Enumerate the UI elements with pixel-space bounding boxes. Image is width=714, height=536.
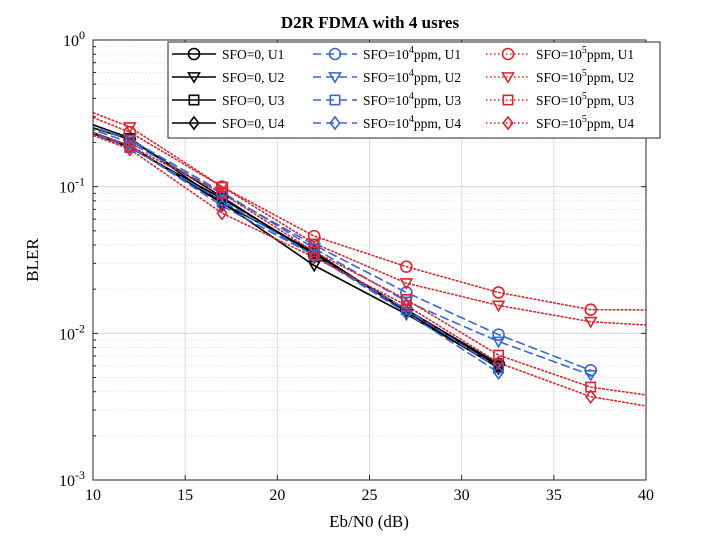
legend-entry: SFO=105ppm, U4 [536,114,634,131]
axis-ticks: 10 15 20 25 30 35 40 100 10-1 10-2 10-3 [59,28,654,504]
legend-swatch-marker [329,115,341,131]
data-point-s12 [124,141,136,157]
legend-entry: SFO=0, U3 [222,93,285,108]
data-point-s12 [308,249,320,265]
x-tick-label: 35 [546,487,562,504]
data-point-s11 [308,246,320,258]
data-point-s9 [123,125,137,139]
marker-group [122,122,598,405]
data-point-s11 [493,349,505,361]
data-point-s5 [492,328,505,341]
data-point-s6 [491,336,506,349]
data-point-s10 [399,278,414,290]
legend-swatch-marker [328,72,342,84]
legend-entry: SFO=104ppm, U3 [363,91,461,108]
series-line-10 [93,111,646,326]
series-line-2 [93,123,500,368]
data-point-s8 [492,365,505,380]
x-tick-label: 25 [362,487,378,504]
legend-entry: SFO=105ppm, U2 [536,68,634,85]
y-tick-label: 10-1 [59,175,85,197]
legend-entry: SFO=0, U2 [222,70,284,85]
legend-swatch-marker [188,115,200,131]
series-group [93,111,646,407]
data-point-s8 [308,248,320,263]
y-tick-label: 100 [63,28,85,50]
legend-entry: SFO=105ppm, U3 [536,91,634,108]
legend-entry: SFO=105ppm, U1 [536,45,634,62]
data-point-s4 [216,195,228,211]
data-point-s12 [216,205,228,221]
data-point-s8 [124,138,136,154]
series-line-11 [93,131,646,396]
data-point-s8 [216,198,228,214]
legend-swatch-marker [187,47,201,61]
data-point-s10 [215,181,229,194]
legend-entry: SFO=104ppm, U4 [363,114,461,131]
data-point-s9 [400,260,413,273]
data-point-s12 [492,355,505,371]
data-point-s7 [216,195,228,207]
legend: SFO=0, U1 SFO=0, U2 SFO=0, U3 SFO=0, U4 SFO=… [167,41,661,139]
data-point-s10 [491,300,506,313]
data-point-s10 [307,238,322,251]
data-point-s6 [583,370,598,382]
series-line-12 [93,134,646,407]
legend-swatch-marker [329,94,341,106]
legend-box [167,41,661,139]
data-point-s12 [400,298,413,313]
legend-swatch-marker [502,94,514,106]
x-tick-label: 40 [638,487,654,504]
series-line-7 [93,133,500,369]
y-tick-label: 10-3 [59,468,85,490]
legend-swatch-marker [501,72,515,84]
x-tick-label: 20 [269,487,285,504]
legend-swatch-marker [188,94,200,106]
data-point-s10 [122,122,137,134]
data-point-s9 [492,286,505,299]
data-point-s11 [216,187,228,199]
data-point-s6 [122,134,137,147]
y-axis-label: BLER [23,238,42,282]
data-point-s9 [584,303,598,316]
data-point-s6 [307,243,322,256]
legend-swatch-marker [328,47,342,61]
data-point-s9 [307,229,321,243]
legend-swatch-marker [502,115,514,131]
y-tick-label: 10-2 [59,321,85,343]
data-point-s7 [493,362,505,374]
data-point-s8 [400,305,413,321]
x-axis-label: Eb/N0 (dB) [329,512,409,531]
data-point-s10 [583,316,598,329]
data-point-s6 [215,187,229,199]
data-point-s11 [400,294,412,306]
legend-entry: SFO=0, U4 [222,116,285,131]
legend-entry: SFO=0, U1 [222,47,284,62]
x-tick-label: 10 [85,487,101,504]
chart-title: D2R FDMA with 4 usres [281,13,460,32]
data-point-s12 [585,389,597,405]
legend-entry: SFO=104ppm, U2 [363,68,461,85]
x-tick-label: 15 [177,487,193,504]
series-line-9 [93,116,646,311]
legend-swatch-marker [187,72,201,84]
legend-swatch-marker [501,47,515,61]
legend-entry: SFO=104ppm, U1 [363,45,461,62]
x-tick-label: 30 [454,487,470,504]
data-point-s11 [124,140,136,152]
